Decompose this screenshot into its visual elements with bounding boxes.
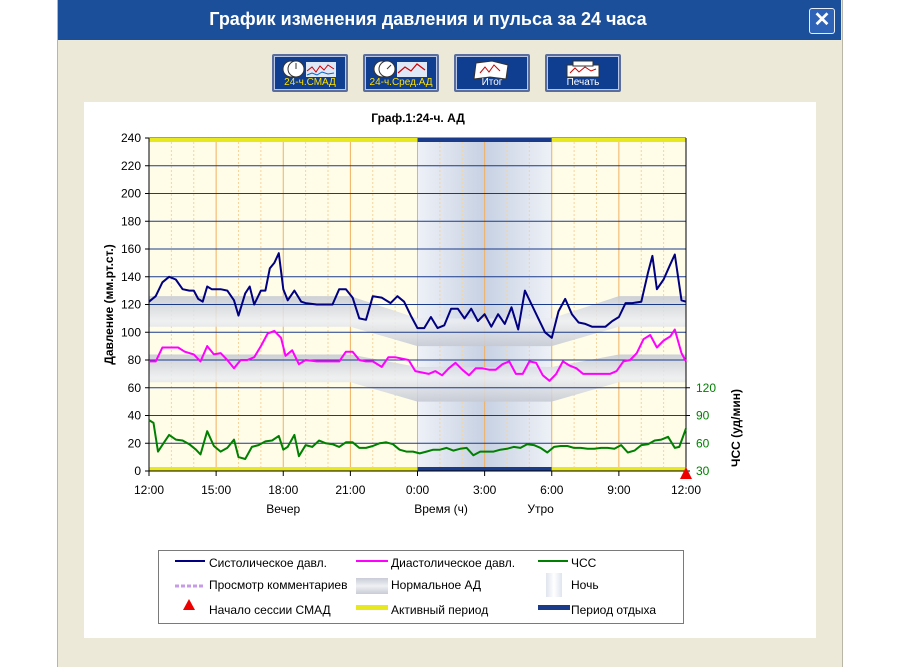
active-period-bar bbox=[551, 467, 686, 471]
y-tick-label: 140 bbox=[121, 270, 141, 284]
hr-series-line bbox=[148, 419, 687, 460]
legend-night: Ночь bbox=[571, 578, 599, 592]
y2-tick-label: 90 bbox=[696, 409, 710, 423]
title-bar: График изменения давления и пульса за 24… bbox=[58, 0, 841, 40]
active-period-bar bbox=[149, 467, 418, 471]
active-legend-swatch bbox=[356, 605, 388, 610]
y-tick-label: 100 bbox=[121, 325, 141, 339]
rest-period-bar bbox=[417, 138, 552, 142]
x-period-morning: Утро bbox=[527, 502, 554, 516]
y-tick-label: 120 bbox=[121, 298, 141, 312]
y2-tick-label: 60 bbox=[696, 436, 710, 450]
x-period-evening: Вечер bbox=[266, 502, 300, 516]
y-axis-label: Давление (мм.рт.ст.) bbox=[102, 244, 116, 364]
y-tick-label: 160 bbox=[121, 242, 141, 256]
bp-hr-chart: Граф.1:24-ч. АД 0 20 40 60 80 100 120 140 160 180… bbox=[102, 111, 743, 516]
y-tick-label: 240 bbox=[121, 131, 141, 145]
y-tick-label: 20 bbox=[128, 436, 142, 450]
night-legend-swatch bbox=[546, 573, 562, 597]
print-button[interactable]: Печать bbox=[545, 54, 621, 92]
hr-legend-swatch bbox=[538, 560, 568, 562]
diastolic-legend-swatch bbox=[356, 560, 388, 562]
normal-bp-band-diastolic bbox=[149, 354, 686, 402]
session-start-marker bbox=[680, 467, 692, 479]
y2-tick-label: 30 bbox=[696, 464, 710, 478]
x-tick-label: 3:00 bbox=[473, 483, 497, 497]
24h-abpm-button[interactable]: 24-ч.СМАД bbox=[272, 54, 348, 92]
chart-clock-icon bbox=[282, 60, 336, 78]
x-tick-label: 18:00 bbox=[268, 483, 298, 497]
summary-label: Итог bbox=[481, 77, 503, 88]
print-label: Печать bbox=[566, 77, 600, 88]
comments-legend-swatch bbox=[175, 584, 205, 588]
x-tick-label: 0:00 bbox=[406, 483, 430, 497]
x-tick-label: 21:00 bbox=[335, 483, 365, 497]
y-tick-label: 60 bbox=[128, 381, 142, 395]
close-button[interactable]: ✕ bbox=[809, 8, 835, 34]
legend-rest: Период отдыха bbox=[571, 603, 657, 617]
legend-box: Систолическое давл. Диастолическое давл.… bbox=[158, 550, 684, 624]
x-tick-label: 15:00 bbox=[201, 483, 231, 497]
y-tick-label: 200 bbox=[121, 187, 141, 201]
chart-title: Граф.1:24-ч. АД bbox=[371, 111, 465, 125]
systolic-series-line bbox=[148, 252, 687, 339]
y-tick-label: 220 bbox=[121, 159, 141, 173]
active-period-bar bbox=[551, 138, 686, 142]
avg-chart-icon bbox=[373, 60, 427, 78]
x-tick-label: 6:00 bbox=[540, 483, 564, 497]
normal-bp-legend-swatch bbox=[356, 578, 388, 594]
24h-avg-bp-button[interactable]: 24-ч.Сред.АД bbox=[363, 54, 439, 92]
x-axis-label: Время (ч) bbox=[414, 502, 468, 516]
normal-bp-band-systolic bbox=[149, 296, 686, 347]
diastolic-series-line bbox=[149, 328, 687, 382]
y-tick-label: 0 bbox=[134, 464, 141, 478]
24h-avg-bp-label: 24-ч.Сред.АД bbox=[369, 77, 433, 88]
y2-tick-label: 120 bbox=[696, 381, 716, 395]
x-tick-label: 9:00 bbox=[607, 483, 631, 497]
session-start-legend-icon bbox=[183, 599, 195, 610]
x-tick-label: 12:00 bbox=[671, 483, 701, 497]
rest-period-bar bbox=[417, 467, 552, 471]
summary-button[interactable]: Итог bbox=[454, 54, 530, 92]
legend-hr: ЧСС bbox=[571, 556, 597, 570]
legend-diastolic: Диастолическое давл. bbox=[391, 556, 516, 570]
y2-axis-label: ЧСС (уд/мин) bbox=[729, 389, 743, 467]
legend-normal: Нормальное АД bbox=[391, 578, 482, 592]
legend-comments: Просмотр комментариев bbox=[209, 578, 348, 592]
y-tick-label: 40 bbox=[128, 409, 142, 423]
print-icon bbox=[566, 60, 600, 78]
y-tick-label: 80 bbox=[128, 353, 142, 367]
summary-report-icon bbox=[473, 60, 509, 80]
24h-abpm-label: 24-ч.СМАД bbox=[284, 77, 336, 88]
window-title: График изменения давления и пульса за 24… bbox=[209, 9, 647, 29]
legend-active: Активный период bbox=[391, 603, 489, 617]
x-tick-label: 12:00 bbox=[134, 483, 164, 497]
rest-legend-swatch bbox=[538, 605, 570, 610]
legend-session-start: Начало сессии СМАД bbox=[209, 603, 331, 617]
systolic-legend-swatch bbox=[175, 560, 205, 562]
active-period-bar bbox=[149, 138, 418, 142]
legend-systolic: Систолическое давл. bbox=[209, 556, 327, 570]
y-tick-label: 180 bbox=[121, 214, 141, 228]
